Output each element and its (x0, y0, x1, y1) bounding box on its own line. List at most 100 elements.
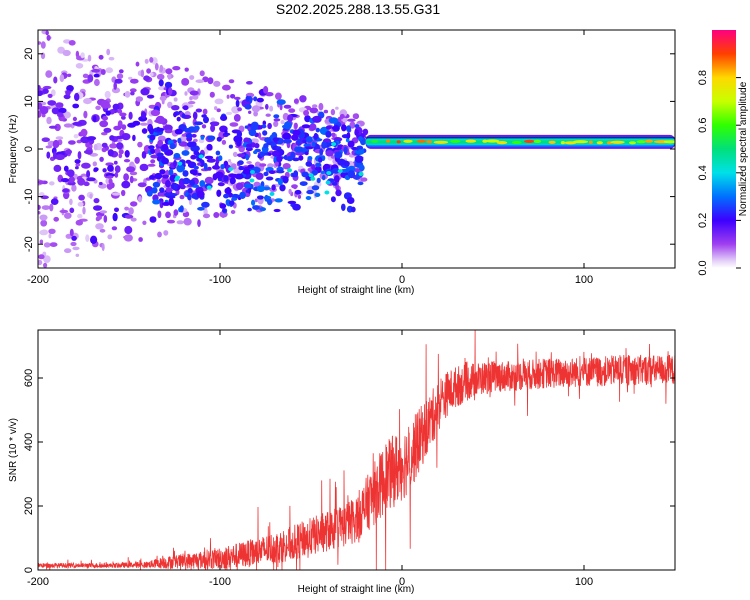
y-tick-label: 200 (23, 497, 35, 515)
spectrogram-speck (38, 259, 43, 266)
spectrogram-cluster-blob (214, 171, 224, 179)
spectrogram-speck (50, 89, 56, 97)
spectrogram-speck (267, 163, 274, 169)
spectrogram-blob (112, 212, 118, 222)
spectrogram-blob (86, 136, 97, 141)
spectrogram-cluster-blob (264, 137, 272, 143)
spectrogram-speck (39, 214, 48, 221)
y-tick-label: 0 (23, 567, 35, 573)
spectrogram-cluster-blob (216, 136, 222, 142)
spectrogram-blob (99, 156, 104, 162)
spectrogram-speck (106, 48, 111, 56)
spectrogram-cyan-spot (175, 175, 181, 180)
spectrogram-cluster-blob (244, 183, 252, 189)
spectrogram-blob (140, 88, 150, 96)
spectrogram-cluster-blob (189, 141, 197, 147)
spectrogram-speck (49, 203, 54, 212)
spectrogram-speck (183, 217, 192, 226)
spectrogram-speck (195, 79, 205, 83)
spectrogram-cluster-blob (307, 156, 313, 161)
spectrogram-blob (153, 148, 161, 154)
spectrogram-cluster-blob (189, 169, 197, 175)
spectrogram-speck (96, 215, 102, 221)
spectrogram-blob (210, 124, 216, 132)
spectrogram-speck (156, 73, 165, 80)
spectrogram-blob (121, 115, 126, 120)
spectrogram-speck (309, 107, 319, 114)
spectrogram-blob (165, 187, 173, 193)
spectrogram-blob (309, 123, 317, 131)
spectrogram-blob (102, 115, 108, 121)
spectrogram-cluster-blob (173, 152, 181, 159)
spectrogram-speck (135, 61, 140, 67)
spectrogram-cluster-blob (321, 174, 326, 181)
spectrogram-cluster-blob (321, 141, 327, 149)
spectrogram-speck (89, 193, 93, 199)
spectrogram-blob (74, 159, 81, 164)
spectrogram-cluster-blob (197, 206, 205, 211)
spectrogram-cluster-blob (271, 184, 276, 191)
spectrogram-cluster-blob (221, 208, 227, 213)
spectrogram-cluster-blob (245, 189, 250, 193)
spectrogram-speck (129, 171, 138, 176)
colorbar: 0.0 0.2 0.4 0.6 0.8 Normalized spectral ampl… (697, 30, 749, 276)
spectrogram-blob (209, 121, 220, 126)
spectrogram-speck (107, 234, 113, 240)
spectrogram-speck (72, 116, 77, 122)
spectrogram-cluster-blob (197, 157, 202, 162)
spectrogram-blob (53, 76, 58, 84)
spectrogram-blob (193, 121, 204, 126)
spectrogram-speck (221, 139, 227, 145)
spectrogram-blob (65, 149, 72, 155)
spectrogram-cluster-blob (315, 162, 322, 168)
spectrogram-blob (273, 114, 280, 119)
spectrogram-speck (101, 243, 105, 251)
spectrogram-blob (91, 68, 100, 73)
spectrogram-speck (101, 132, 108, 136)
spectrogram-cluster-blob (271, 150, 280, 157)
spectrogram-speck (214, 106, 218, 111)
colorbar-tick-label: 0.2 (697, 213, 709, 228)
spectrogram-cluster-blob (351, 146, 358, 151)
spectrogram-speck (273, 120, 279, 127)
spectrogram-blob (114, 172, 119, 178)
y-tick-label: 20 (23, 48, 35, 60)
spectrogram-cluster-blob (201, 201, 210, 208)
spectrogram-speck (49, 242, 58, 248)
spectrogram-cluster-blob (161, 143, 169, 151)
spectrogram-speck (103, 215, 108, 223)
spectrogram-blob (155, 115, 165, 124)
spectrogram-blob (46, 151, 51, 159)
spectrogram-blob (55, 102, 64, 108)
spectrogram-speck (254, 161, 261, 168)
spectrogram-blob (206, 158, 216, 163)
spectrogram-cluster-blob (189, 179, 196, 186)
tone-hotspot (403, 139, 413, 143)
spectrogram-cluster-blob (219, 203, 227, 209)
spectrogram-blob (262, 120, 267, 126)
spectrogram-blob (63, 94, 71, 100)
snr-x-label: Height of straight line (km) (298, 584, 415, 595)
spectrogram-speck (92, 161, 98, 167)
spectrogram-blob (273, 118, 281, 122)
spectrogram-cluster-blob (263, 143, 269, 149)
spectrogram-speck (118, 153, 123, 159)
spectrogram-blob (230, 94, 236, 99)
spectrogram-cluster-blob (319, 148, 324, 156)
spectrogram-speck (275, 92, 282, 100)
spectrogram-speck (138, 237, 143, 242)
spectrogram-blob (39, 106, 49, 115)
spectrogram-blob (63, 165, 69, 172)
spectrogram-cluster-blob (332, 182, 338, 186)
spectrogram-blob (42, 88, 49, 94)
spectrogram-speck (137, 141, 143, 148)
spectrogram-blob (102, 168, 107, 173)
spectrogram-speck (124, 206, 129, 211)
snr-series-line (38, 330, 675, 570)
spectrogram-cluster-blob (176, 164, 186, 172)
spectrogram-cluster-blob (293, 170, 299, 178)
spectrogram-speck (172, 66, 181, 71)
spectrogram-cluster-blob (156, 127, 165, 132)
spectrogram-cluster-blob (298, 155, 304, 161)
spectrogram-blob (182, 105, 189, 111)
